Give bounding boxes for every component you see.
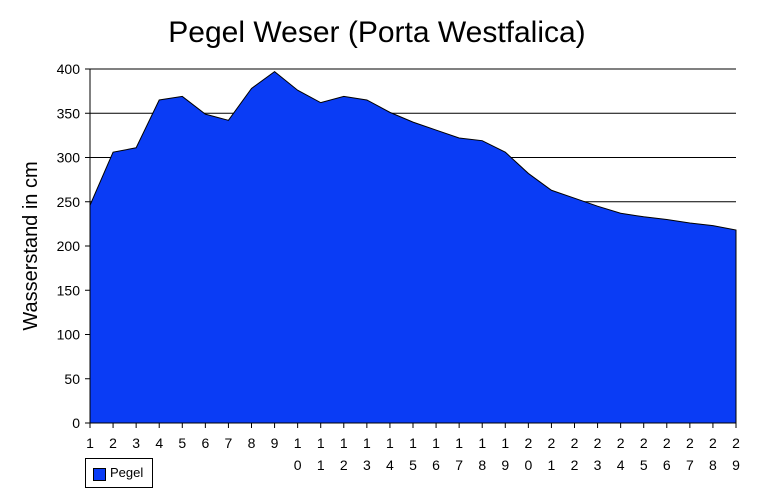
x-tick-label: 7	[225, 435, 233, 451]
y-tick-label: 200	[57, 238, 81, 254]
legend-label-pegel: Pegel	[110, 465, 144, 480]
x-tick-label: 5	[178, 435, 186, 451]
x-tick-label: 1	[86, 435, 94, 451]
y-tick-label: 0	[72, 415, 80, 431]
x-tick-label: 8	[248, 435, 256, 451]
x-tick-label: 6	[201, 435, 209, 451]
series-area-pegel	[89, 71, 737, 424]
y-axis-label: Wasserstand in cm	[20, 161, 42, 330]
y-tick-label: 250	[57, 194, 81, 210]
chart-title: Pegel Weser (Porta Westfalica)	[168, 16, 585, 49]
plot-area	[89, 71, 737, 424]
legend: Pegel	[85, 458, 153, 488]
y-tick-label: 400	[57, 61, 81, 77]
x-tick-label: 3	[132, 435, 140, 451]
y-tick-label: 350	[57, 105, 81, 121]
y-tick-label: 300	[57, 150, 81, 166]
x-tick-label: 2	[109, 435, 117, 451]
legend-swatch-pegel	[93, 468, 106, 481]
y-tick-label: 150	[57, 282, 81, 298]
axes	[85, 68, 737, 428]
x-tick-label: 9	[271, 435, 279, 451]
x-tick-labels: 1 2 3 4 5 6 7 8 9 1 01 11 21 31 41 51 61 71 81 92 02 12 22 32 42…	[86, 435, 740, 473]
x-tick-label: 4	[155, 435, 163, 451]
y-tick-labels: 0 50 100 150 200 250 300 350 400	[57, 61, 81, 431]
y-tick-label: 100	[57, 327, 81, 343]
y-tick-label: 50	[64, 371, 80, 387]
